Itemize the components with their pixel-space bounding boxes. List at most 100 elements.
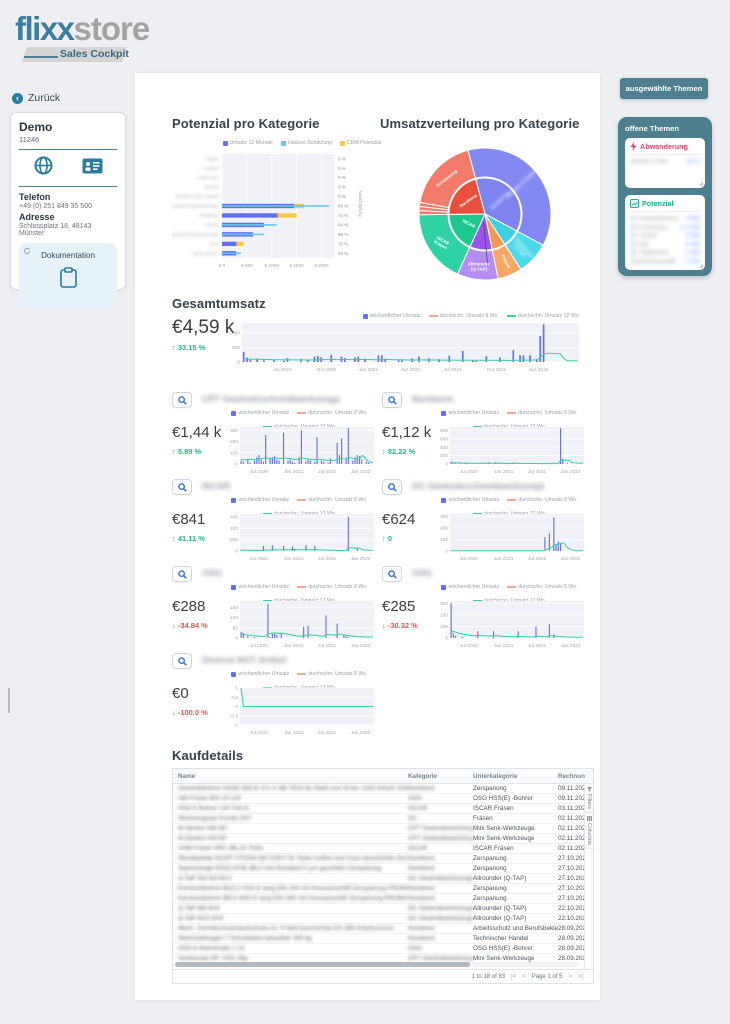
horizontal-scrollbar-thumb[interactable] [175,962,470,967]
zoom-button[interactable] [172,392,192,408]
svg-text:€ 2000: € 2000 [315,263,329,268]
svg-text:Jul 2020: Jul 2020 [273,367,291,373]
table-row[interactable]: HM Fräser 800 20 125 OSG OSG HSS(E) -Bohre… [173,794,593,804]
cell-unterkategorie: Allrounder (Q-TAP) [473,905,527,912]
svg-text:Jan 2022: Jan 2022 [351,643,371,649]
theme-row[interactable]: DC Bits € 320 [630,241,700,250]
table-row[interactable]: VHM Fräser HPC Ø8 Z4 TiSiN ISCAR ISCAR Frä… [173,844,593,854]
pagination-range: 1 to 18 of 83 [471,973,506,980]
cell-kategorie: CPT Gewindewerkzeuge [408,835,473,842]
table-row[interactable]: Wendeplatte DCMT 070204-SM IC907 für Sta… [173,854,593,864]
table-row[interactable]: Q-TaP M10 6HX DC Gewindewerkzeuge Allround… [173,914,593,924]
horizontal-scrollbar-track [175,962,579,967]
legend-swatch [441,584,447,590]
theme-row[interactable]: Kühlschmierstoffe € 260 [630,258,700,267]
zoom-button[interactable] [382,392,402,408]
table-row[interactable]: Werkstattwagen 7 Schubladen belastbar 30… [173,934,593,944]
col-header-kategorie[interactable]: Kategorie [408,772,438,780]
last-page-button[interactable]: >| [577,973,583,980]
table-row[interactable]: Kernlochbohrer Ø8,5 HSS-E lang DIN 340 m… [173,894,593,904]
table-row[interactable]: HSS E Bohrer 130 TiALN ISCAR ISCAR Fräsen 0… [173,804,593,814]
svg-text:Jan 2021: Jan 2021 [359,367,379,373]
table-row[interactable]: Q-TaP M8 6HX DC Gewindewerkzeuge Allrounde… [173,904,593,914]
resize-handle-icon[interactable]: ◢ [699,181,703,187]
table-row[interactable]: Spannzange ER32 470E Ø6,0 mm Rundlauf 5 … [173,864,593,874]
cell-name: VHM Fräser HPC Ø8 Z4 TiSiN [178,845,264,852]
zoom-button[interactable] [172,653,192,669]
cell-unterkategorie: ISCAR Fräsen [473,845,514,852]
legend-item: durchschn. Umsatz 8 Wo. [428,313,499,319]
cell-unterkategorie: Zerspanung [473,865,507,872]
col-header-rechnungsdatum[interactable]: Rechnun [558,772,585,780]
selected-themes-button[interactable]: ausgewählte Themen [620,78,708,99]
cell-unterkategorie: Mini Senk-Werkzeuge [473,825,535,832]
table-row[interactable]: Mech. Schnittschutzhandschuhe Gr. 9 Nitr… [173,924,593,934]
zoom-button[interactable] [382,566,402,582]
zoom-button[interactable] [382,479,402,495]
table-row[interactable]: HSS-G Bohrersatz 1-13 OSG OSG HSS(E) -Bohr… [173,944,593,954]
table-row[interactable]: M-Senker HM 90° CPT Gewindewerkzeuge Mini … [173,824,593,834]
legend-item: durchschn. Umsatz 8 Wo. [507,410,578,416]
back-button[interactable]: ‹ Zurück [12,92,60,104]
mini-chart-title: ISCAR [202,481,231,491]
table-row[interactable]: M-Senker HM 60° CPT Gewindewerkzeuge Mini … [173,834,593,844]
cell-kategorie: DC Gewindewerkzeuge [408,905,473,912]
table-row[interactable]: Q-TaP Set M3-M12 DC Gewindewerkzeuge Allro… [173,874,593,884]
theme-row[interactable]: DC Gewindewerkz. € 850 [630,215,700,224]
umsatzverteilung-sunburst-chart: Zerspanung ISCAR Nordwest Nordwest Zerspanu… [385,133,585,295]
theme-row-value: € 290 [685,250,700,257]
theme-row[interactable]: Umsatz 12 Mo. -33 % [630,158,700,167]
cell-kategorie: Nordwest [408,925,435,932]
app-subtitle: Sales Cockpit [60,48,129,60]
app-logo: flixxstore [15,10,150,48]
svg-text:70 %: 70 % [338,241,348,246]
legend-swatch [339,140,345,146]
cell-rechnungsdatum: 27.10.202 [558,895,587,902]
tab-filters[interactable]: Filters [585,784,593,813]
legend-swatch [281,140,287,146]
legend-item: Hadoco Schätzung [281,140,332,146]
table-row[interactable]: Gewindebohrer HSSE 800 B 371 C M6 TiCN f… [173,784,593,794]
zoom-button[interactable] [172,479,192,495]
svg-text:Jul 2021: Jul 2021 [528,556,546,562]
col-header-name[interactable]: Name [178,772,196,780]
svg-text:Jan 2021: Jan 2021 [284,556,304,562]
cell-unterkategorie: Arbeitsschutz und Berufsbekleidung [473,925,558,932]
legend-item: wöchentlicher Umsatz [231,410,289,416]
mini-chart-title: CPT Gewindeschneidwerkzeuge [202,394,341,404]
svg-text:0 %: 0 % [338,185,346,190]
theme-row[interactable]: DC Sägewerkz. € 290 [630,249,700,258]
table-row[interactable]: Werkzeugsatz Kombi 24/7 DC Fräsen 02.11.202 [173,814,593,824]
cell-kategorie: Nordwest [408,855,435,862]
svg-text:0 %: 0 % [338,194,346,199]
svg-text:Apr 2021: Apr 2021 [401,367,421,373]
svg-text:200: 200 [230,439,238,445]
legend-label: durchschn. Umsatz 8 Wo. [518,584,578,590]
svg-text:0: 0 [445,462,448,468]
legend-label: durchschn. Umsatz 8 Wo. [308,671,368,677]
svg-text:Jan 2021: Jan 2021 [494,469,514,475]
documentation-card[interactable]: Dokumentation [19,243,117,307]
first-page-button[interactable]: |< [511,973,517,980]
zoom-button[interactable] [172,566,192,582]
theme-row[interactable]: DC Senker € 480 [630,232,700,241]
cell-kategorie: DC [408,815,418,822]
svg-text:0: 0 [235,549,238,555]
next-page-button[interactable]: > [568,973,572,980]
col-header-unterkategorie[interactable]: Unterkategorie [473,772,518,780]
legend-swatch [222,140,228,146]
globe-icon[interactable] [34,156,53,180]
table-row[interactable]: Kernlochbohrer Ø10,2 HSS-E lang DIN 340 … [173,884,593,894]
prev-page-button[interactable]: < [522,973,526,980]
cell-rechnungsdatum: 28.09.202 [558,925,587,932]
refresh-icon [24,247,30,254]
theme-row[interactable]: DC Fräswerkz. € 1.200 [630,224,700,233]
contact-card-icon[interactable] [82,158,103,179]
tab-columns[interactable]: Columns [585,813,593,849]
cell-name: Wendeplatte DCMT 070204-SM IC907 für Sta… [178,855,408,862]
resize-handle-icon[interactable]: ◢ [699,263,703,269]
phone-label: Telefon [19,192,51,202]
cell-name: Werkzeugsatz Kombi 24/7 [178,815,252,822]
customer-name: Demo [19,120,53,134]
cell-rechnungsdatum: 22.10.202 [558,905,587,912]
